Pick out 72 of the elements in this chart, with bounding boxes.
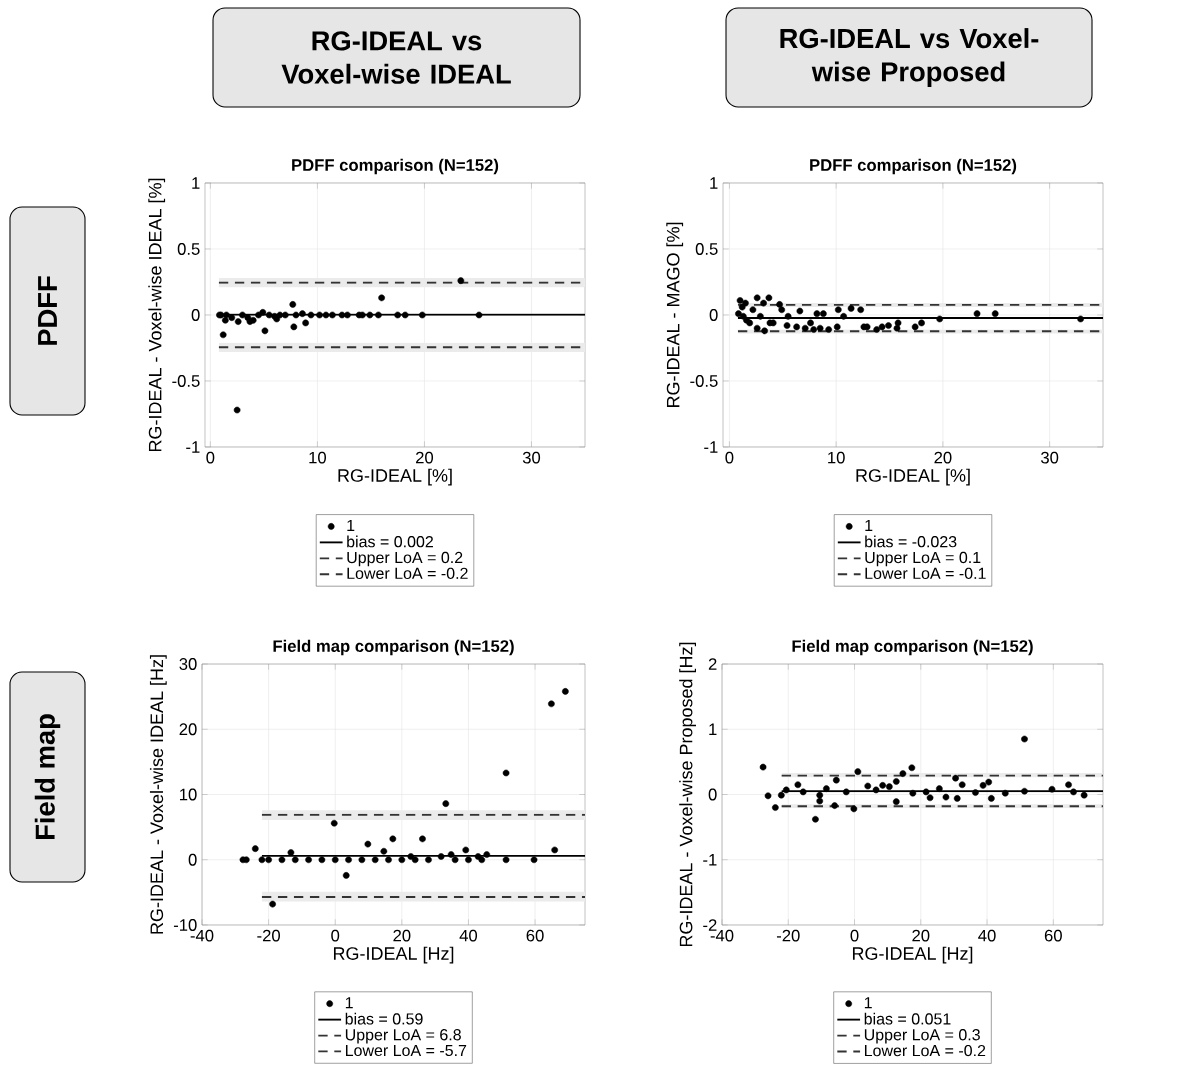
y-tick-label: 1 [192, 177, 200, 189]
y-tick-label: -1 [704, 441, 718, 453]
legend-label: Upper LoA = 0.1 [865, 551, 981, 567]
y-tick-label: 0 [191, 309, 200, 321]
x-tick-label: 20 [393, 929, 411, 942]
y-tick-label: 1 [710, 177, 718, 189]
text: RG-IDEAL vs Voxel-wise IDEAL [281, 31, 511, 84]
legend-label: 1 [864, 997, 872, 1009]
legend-label: 1 [345, 997, 353, 1009]
y-tick-label: 10 [180, 788, 197, 801]
legend-label: 1 [865, 519, 873, 531]
text: RG-IDEAL vs Voxel-wise Proposed [780, 28, 1039, 87]
x-tick-label: -40 [710, 929, 734, 942]
x-tick-label: 10 [309, 451, 327, 464]
legend-label: Lower LoA = -0.2 [347, 567, 468, 580]
x-tick-label: 0 [206, 451, 215, 464]
y-axis-title: RG-IDEAL - MAGO [%] [666, 222, 684, 408]
x-tick-label: -40 [190, 929, 214, 942]
legend-label: bias = -0.023 [865, 535, 957, 548]
x-tick-label: -20 [257, 929, 280, 942]
x-tick-label: -20 [776, 929, 800, 942]
y-tick-label: 0.5 [695, 243, 718, 255]
x-tick-label: 40 [459, 929, 478, 942]
y-axis-title: RG-IDEAL - Voxel-wise IDEAL [Hz] [149, 655, 167, 934]
y-tick-label: 2 [708, 658, 717, 670]
y-tick-label: 0 [709, 309, 718, 321]
x-tick-label: 0 [850, 929, 859, 942]
x-tick-label: 20 [912, 929, 930, 942]
x-axis-title: RG-IDEAL [Hz] [852, 946, 973, 964]
legend-label: Upper LoA = 6.8 [345, 1029, 461, 1044]
x-tick-label: 60 [526, 929, 544, 942]
y-tick-label: 30 [179, 658, 197, 670]
x-axis-title: RG-IDEAL [Hz] [333, 946, 454, 964]
legend-label: Upper LoA = 0.2 [347, 551, 463, 567]
y-tick-label: -0.5 [690, 375, 718, 387]
y-tick-label: -0.5 [172, 375, 200, 387]
x-tick-label: 0 [725, 451, 734, 464]
x-tick-label: 60 [1044, 929, 1062, 942]
chart-title: PDFF comparison (N=152) [810, 158, 1017, 175]
y-axis-title: RG-IDEAL - Voxel-wise Proposed [Hz] [679, 642, 696, 947]
y-tick-label: 20 [179, 723, 197, 736]
legend-label: Lower LoA = -0.1 [865, 567, 986, 580]
chart-title: Field map comparison (N=152) [273, 639, 514, 656]
legend-label: bias = 0.051 [864, 1012, 951, 1025]
chart-title: PDFF comparison (N=152) [292, 158, 499, 175]
text: Field map [34, 714, 61, 839]
y-tick-label: -10 [173, 919, 197, 931]
x-axis-title: RG-IDEAL [%] [856, 468, 970, 486]
legend-label: bias = 0.002 [347, 535, 433, 548]
y-tick-label: -2 [703, 919, 717, 931]
y-tick-label: 0 [188, 853, 197, 866]
text: PDFF [38, 276, 57, 345]
legend-label: 1 [347, 519, 355, 531]
x-tick-label: 20 [934, 451, 952, 464]
y-tick-label: 0 [708, 788, 717, 801]
legend-label: bias = 0.59 [345, 1012, 423, 1025]
y-tick-label: 0.5 [177, 243, 200, 255]
y-tick-label: -1 [703, 854, 717, 866]
y-tick-label: 1 [709, 723, 717, 735]
y-tick-label: -1 [186, 441, 200, 453]
legend-label: Upper LoA = 0.3 [864, 1029, 980, 1044]
x-tick-label: 30 [1041, 451, 1059, 464]
x-tick-label: 40 [978, 929, 996, 942]
x-tick-label: 20 [416, 451, 434, 464]
legend-label: Lower LoA = -5.7 [345, 1044, 467, 1057]
x-tick-label: 30 [522, 451, 541, 464]
legend-label: Lower LoA = -0.2 [864, 1044, 986, 1057]
x-tick-label: 10 [828, 451, 845, 464]
x-tick-label: 0 [331, 929, 340, 942]
y-axis-title: RG-IDEAL - Voxel-wise IDEAL [%] [148, 178, 166, 452]
x-axis-title: RG-IDEAL [%] [338, 468, 452, 486]
chart-title: Field map comparison (N=152) [792, 639, 1033, 656]
